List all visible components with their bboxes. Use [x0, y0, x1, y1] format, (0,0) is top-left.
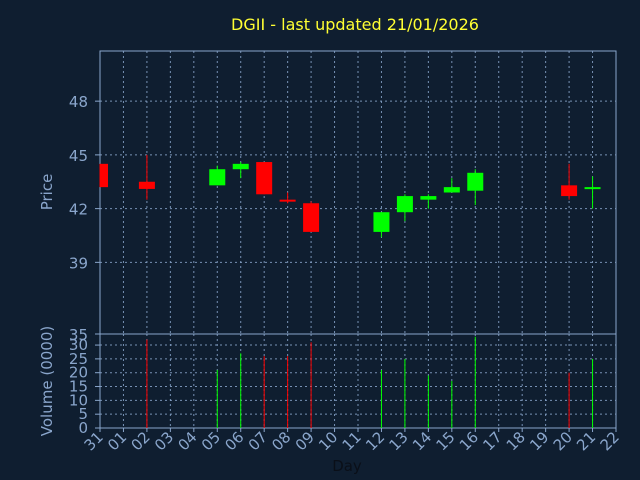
candle-body [138, 181, 155, 189]
x-tick-label: 14 [409, 428, 435, 454]
candle-body [279, 199, 296, 202]
price-tick-label: 45 [69, 147, 88, 165]
candle [373, 212, 390, 238]
candle [396, 194, 413, 222]
x-tick-label: 08 [268, 428, 294, 454]
candle-body [209, 169, 226, 186]
candles [99, 154, 601, 238]
x-axis-label: Day [332, 457, 362, 475]
x-tick-label: 21 [573, 428, 599, 454]
x-tick-label: 06 [221, 428, 247, 454]
candle-body [303, 203, 320, 232]
x-tick-label: 10 [315, 428, 341, 454]
candle [420, 194, 437, 209]
x-tick-label: 17 [479, 428, 505, 454]
candle [256, 162, 273, 195]
candle [232, 162, 249, 179]
candle-body [232, 163, 249, 170]
candle-body [100, 163, 108, 188]
candle [467, 169, 484, 206]
x-tick-label: 04 [174, 428, 200, 454]
candle [99, 163, 108, 188]
price-tick-labels: 35 39 42 45 48 [69, 93, 100, 344]
chart-title: DGII - last updated 21/01/2026 [231, 15, 479, 34]
candle [138, 154, 155, 200]
x-tick-label: 05 [198, 428, 224, 454]
volume-axis-label: Volume (0000) [38, 326, 56, 436]
x-tick-label: 01 [104, 428, 130, 454]
price-axis-label: Price [38, 174, 56, 211]
x-tick-labels: 3101020304050607080910111213141516171819… [81, 428, 623, 454]
candle [443, 178, 460, 193]
volume-tick-label: 15 [69, 378, 88, 396]
x-tick-label: 03 [151, 428, 177, 454]
candle-body [396, 196, 413, 213]
x-tick-label: 22 [597, 428, 623, 454]
candle [584, 176, 601, 209]
volume-tick-label: 0 [78, 419, 88, 437]
candle-body [561, 185, 578, 197]
candle-body [256, 162, 273, 195]
candle-body [467, 172, 484, 191]
volume-tick-label: 10 [69, 391, 88, 409]
price-tick-label: 35 [69, 326, 88, 344]
x-tick-label: 12 [362, 428, 388, 454]
candle [303, 201, 320, 232]
volume-tick-label: 5 [78, 405, 88, 423]
candle-body [420, 196, 437, 200]
x-tick-label: 07 [245, 428, 271, 454]
x-tick-label: 11 [339, 428, 365, 454]
candle-body [373, 212, 390, 232]
x-tick-label: 09 [292, 428, 318, 454]
x-tick-label: 19 [526, 428, 552, 454]
candle-body [584, 187, 601, 190]
candle [209, 165, 226, 186]
x-tick-label: 18 [503, 428, 529, 454]
x-tick-label: 02 [128, 428, 154, 454]
candle [561, 163, 578, 200]
price-tick-label: 39 [69, 254, 88, 272]
x-tick-label: 16 [456, 428, 482, 454]
x-tick-label: 15 [432, 428, 458, 454]
volume-tick-label: 25 [69, 350, 88, 368]
candle [279, 192, 296, 204]
price-tick-label: 42 [69, 201, 88, 219]
x-tick-label: 13 [386, 428, 412, 454]
volume-tick-label: 30 [69, 336, 88, 354]
x-tick-label: 20 [550, 428, 576, 454]
volume-tick-label: 20 [69, 364, 88, 382]
volume-bars [146, 336, 594, 428]
price-tick-label: 48 [69, 93, 88, 111]
candle-body [443, 187, 460, 193]
